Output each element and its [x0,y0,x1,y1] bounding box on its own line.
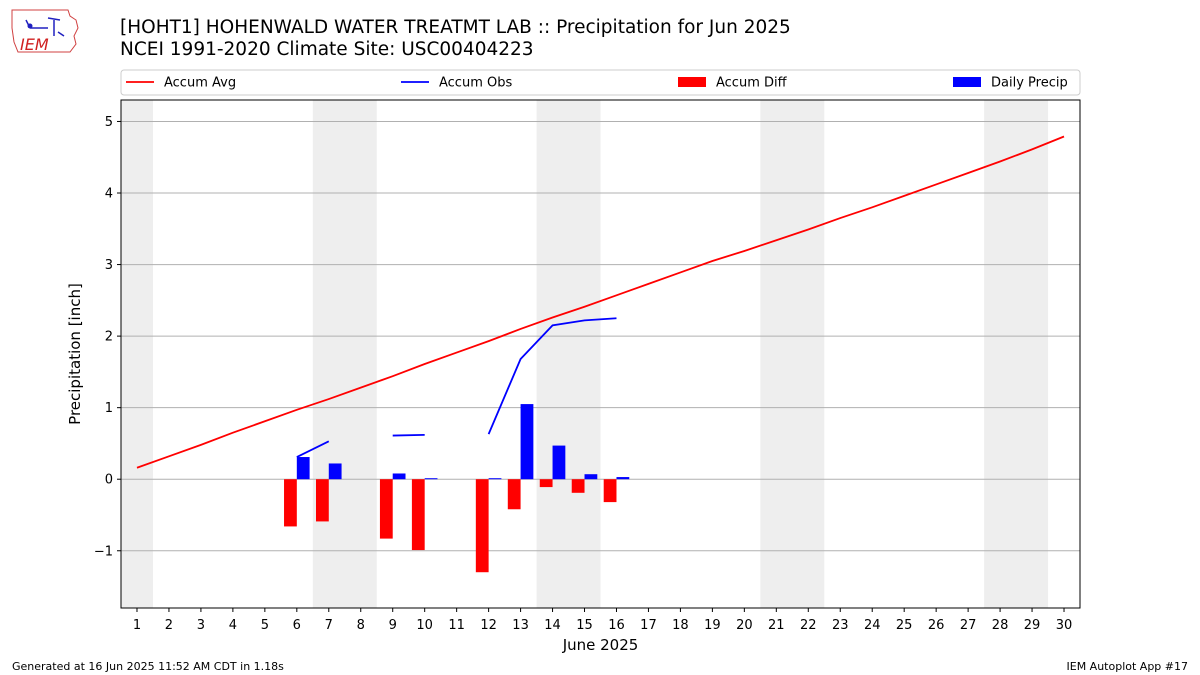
x-tick-label: 27 [960,618,977,633]
daily-precip-bar [424,478,438,480]
chart-title: [HOHT1] HOHENWALD WATER TREATMT LAB :: P… [120,17,791,61]
accum-avg-line [136,135,1065,469]
x-tick-label: 18 [672,618,689,633]
y-tick-label: 1 [105,401,113,416]
legend-label: Accum Diff [716,76,788,91]
accum-diff-bar [571,479,585,493]
x-tick-label: 14 [544,618,561,633]
legend-label: Accum Obs [439,76,512,91]
accum-diff-bar [284,479,297,527]
x-tick-label: 24 [864,618,881,633]
x-tick-label: 21 [768,618,785,633]
daily-precip-bar [296,457,310,480]
y-tick-label: 5 [105,115,113,130]
x-tick-label: 26 [928,618,945,633]
accum-diff-bar [475,479,489,573]
y-tick-label: −1 [94,544,113,559]
x-tick-label: 11 [448,618,465,633]
x-tick-label: 12 [480,618,497,633]
x-tick-label: 3 [197,618,205,633]
iowa-outline-icon [11,9,79,53]
x-tick-label: 2 [165,618,173,633]
y-tick-label: 3 [105,258,113,273]
accum-diff-bar [411,479,425,551]
weekend-shade [312,100,377,608]
accum-obs-line [487,317,617,435]
x-tick-label: 23 [832,618,849,633]
weather-station-icon [25,17,65,37]
x-tick-label: 20 [736,618,753,633]
x-tick-label: 29 [1024,618,1041,633]
daily-precip-bar [328,463,342,480]
x-tick-label: 4 [229,618,237,633]
weekend-shade [536,100,601,608]
weekend-shade [121,100,153,608]
legend-box [120,69,1081,96]
daily-precip-bar [520,404,534,480]
legend-bar-swatch [678,77,706,87]
x-tick-label: 10 [416,618,433,633]
accum-diff-bar [315,479,329,522]
x-tick-label: 25 [896,618,913,633]
logo-text: IEM [20,35,49,54]
x-tick-label: 5 [261,618,269,633]
x-tick-label: 19 [704,618,721,633]
legend-label: Daily Precip [991,76,1068,91]
app-credit: IEM Autoplot App #17 [1066,660,1189,673]
x-tick-label: 16 [608,618,625,633]
accum-diff-bar [603,479,617,503]
x-axis-label: June 2025 [562,636,639,654]
weekend-shade [984,100,1049,608]
x-tick-label: 28 [992,618,1009,633]
x-tick-label: 7 [325,618,333,633]
y-axis-label: Precipitation [inch] [66,283,84,425]
accum-obs-line [392,433,425,437]
legend-label: Accum Avg [164,76,236,91]
x-tick-label: 8 [357,618,365,633]
daily-precip-bar [392,473,406,480]
y-tick-label: 4 [105,187,113,202]
daily-precip-bar [552,445,566,480]
x-tick-label: 6 [293,618,301,633]
accum-diff-bar [539,479,553,488]
daily-precip-bar [584,474,598,480]
weekend-shade [760,100,825,608]
x-tick-label: 9 [389,618,397,633]
x-tick-label: 15 [576,618,593,633]
x-tick-label: 22 [800,618,817,633]
accum-diff-bar [507,479,521,510]
x-tick-label: 1 [133,618,141,633]
x-tick-label: 30 [1056,618,1073,633]
daily-precip-bar [488,478,502,480]
legend-bar-swatch [953,77,981,87]
y-tick-label: 2 [105,330,113,345]
title-line-1: [HOHT1] HOHENWALD WATER TREATMT LAB :: P… [120,17,791,38]
x-tick-label: 17 [640,618,657,633]
iem-logo: IEM [11,9,79,54]
daily-precip-bar [616,477,630,480]
accum-diff-bar [379,479,393,539]
y-tick-label: 0 [105,473,113,488]
x-tick-label: 13 [512,618,529,633]
title-line-2: NCEI 1991-2020 Climate Site: USC00404223 [120,39,534,60]
accum-obs-line [296,440,330,458]
plot-frame [120,99,1081,609]
sensor-dot-icon [27,23,33,29]
generated-note: Generated at 16 Jun 2025 11:52 AM CDT in… [12,660,284,673]
